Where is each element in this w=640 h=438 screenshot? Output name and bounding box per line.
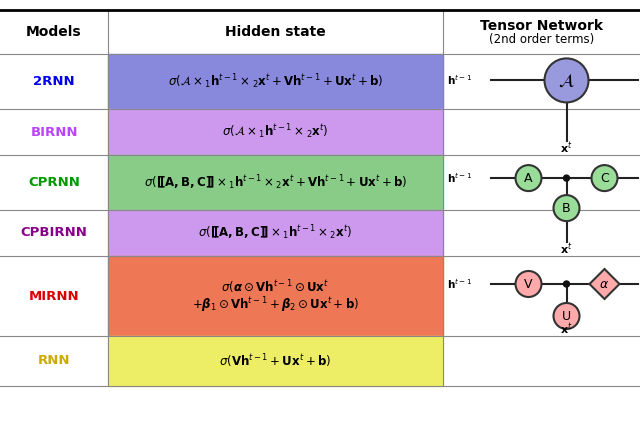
Text: $\mathbf{h}^{t-1}$: $\mathbf{h}^{t-1}$ xyxy=(447,74,472,87)
Text: Hidden state: Hidden state xyxy=(225,25,326,39)
Circle shape xyxy=(554,195,579,221)
Circle shape xyxy=(563,281,570,287)
Text: CPRNN: CPRNN xyxy=(28,176,80,189)
Text: (2nd order terms): (2nd order terms) xyxy=(489,33,594,46)
Text: CPBIRNN: CPBIRNN xyxy=(20,226,88,240)
Text: $\mathbf{h}^{t-1}$: $\mathbf{h}^{t-1}$ xyxy=(447,277,472,291)
Text: Tensor Network: Tensor Network xyxy=(480,19,603,33)
Circle shape xyxy=(515,165,541,191)
Text: RNN: RNN xyxy=(38,354,70,367)
Text: $\alpha$: $\alpha$ xyxy=(600,278,609,290)
Text: $\sigma(\mathbf{[\![A, B, C]\!]} \times_1 \mathbf{h}^{t-1} \times_2 \mathbf{x}^t: $\sigma(\mathbf{[\![A, B, C]\!]} \times_… xyxy=(144,173,407,192)
Circle shape xyxy=(545,58,589,102)
Circle shape xyxy=(515,271,541,297)
Text: U: U xyxy=(562,310,571,322)
Text: MIRNN: MIRNN xyxy=(29,290,79,303)
Text: Models: Models xyxy=(26,25,82,39)
Text: $\mathcal{A}$: $\mathcal{A}$ xyxy=(558,71,575,89)
Text: $\sigma(\boldsymbol{\alpha} \odot \mathbf{Vh}^{t-1} \odot \mathbf{Ux}^t$: $\sigma(\boldsymbol{\alpha} \odot \mathb… xyxy=(221,278,330,296)
Circle shape xyxy=(591,165,618,191)
Text: $\sigma(\mathcal{A} \times_1 \mathbf{h}^{t-1} \times_2 \mathbf{x}^t)$: $\sigma(\mathcal{A} \times_1 \mathbf{h}^… xyxy=(222,123,329,141)
Text: $\mathbf{x}^{t}$: $\mathbf{x}^{t}$ xyxy=(560,241,573,257)
Circle shape xyxy=(554,303,579,329)
Text: 2RNN: 2RNN xyxy=(33,75,75,88)
Text: $\sigma(\mathbf{[\![A, B, C]\!]} \times_1 \mathbf{h}^{t-1} \times_2 \mathbf{x}^t: $\sigma(\mathbf{[\![A, B, C]\!]} \times_… xyxy=(198,224,353,242)
Text: $\sigma(\mathcal{A} \times_1 \mathbf{h}^{t-1} \times_2 \mathbf{x}^t + \mathbf{Vh: $\sigma(\mathcal{A} \times_1 \mathbf{h}^… xyxy=(168,72,383,91)
Text: B: B xyxy=(562,201,571,215)
Text: V: V xyxy=(524,278,532,290)
Text: $\mathbf{h}^{t-1}$: $\mathbf{h}^{t-1}$ xyxy=(447,171,472,185)
Circle shape xyxy=(563,175,570,181)
Text: BIRNN: BIRNN xyxy=(30,126,77,138)
Text: $+ \boldsymbol{\beta}_1 \odot \mathbf{Vh}^{t-1} + \boldsymbol{\beta}_2 \odot \ma: $+ \boldsymbol{\beta}_1 \odot \mathbf{Vh… xyxy=(192,295,359,315)
Text: $\mathbf{x}^{t}$: $\mathbf{x}^{t}$ xyxy=(560,140,573,156)
Text: $\sigma(\mathbf{Vh}^{t-1} + \mathbf{Ux}^t + \mathbf{b})$: $\sigma(\mathbf{Vh}^{t-1} + \mathbf{Ux}^… xyxy=(220,352,332,370)
Text: C: C xyxy=(600,172,609,184)
Polygon shape xyxy=(589,269,620,299)
Text: A: A xyxy=(524,172,532,184)
Text: $\mathbf{x}^{t}$: $\mathbf{x}^{t}$ xyxy=(560,321,573,337)
